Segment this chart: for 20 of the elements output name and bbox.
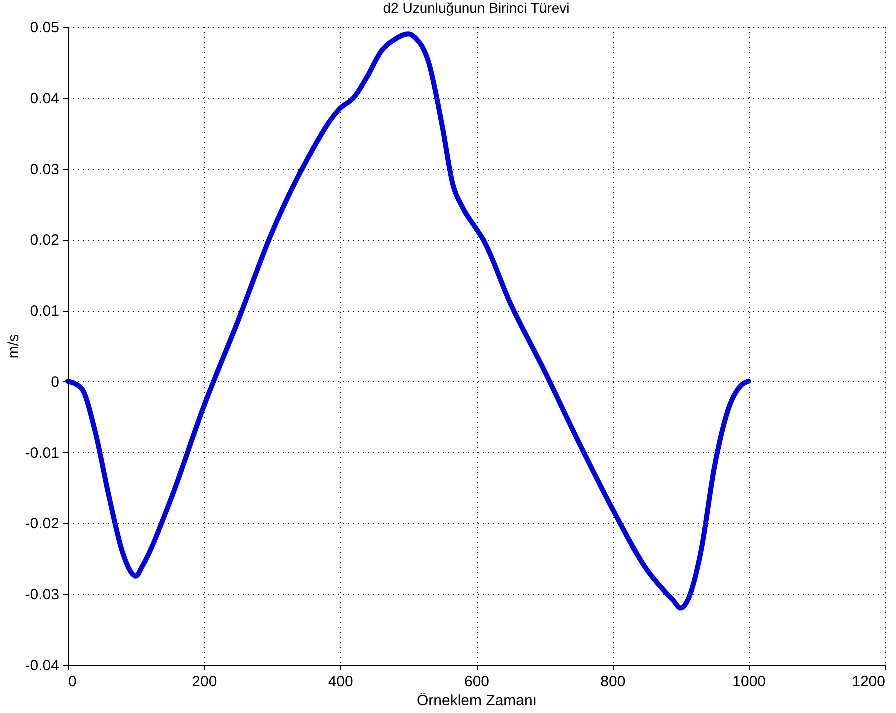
y-tick-label: 0: [51, 374, 60, 391]
chart-title: d2 Uzunluğunun Birinci Türevi: [383, 0, 570, 16]
x-tick-label: 1200: [852, 674, 886, 690]
y-tick-label: -0.04: [25, 658, 60, 674]
y-axis-title: m/s: [5, 334, 22, 359]
y-tick-label: 0.05: [30, 20, 60, 36]
y-tick-label: 0.04: [30, 90, 60, 108]
y-tick-label: -0.01: [25, 444, 60, 462]
x-tick-label: 800: [600, 674, 626, 690]
x-tick-label: 400: [328, 674, 354, 690]
x-tick-label: 1000: [732, 674, 766, 690]
y-tick-label: 0.01: [30, 303, 60, 320]
x-tick-label: 600: [464, 674, 490, 690]
y-tick-label: -0.02: [25, 516, 60, 533]
y-tick-label: 0.03: [30, 161, 60, 178]
x-axis-title: Örneklem Zamanı: [416, 692, 538, 710]
y-tick-label: -0.03: [25, 586, 60, 604]
x-tick-label: 0: [68, 674, 77, 690]
x-tick-label: 200: [192, 674, 218, 690]
y-tick-label: 0.02: [30, 232, 60, 250]
